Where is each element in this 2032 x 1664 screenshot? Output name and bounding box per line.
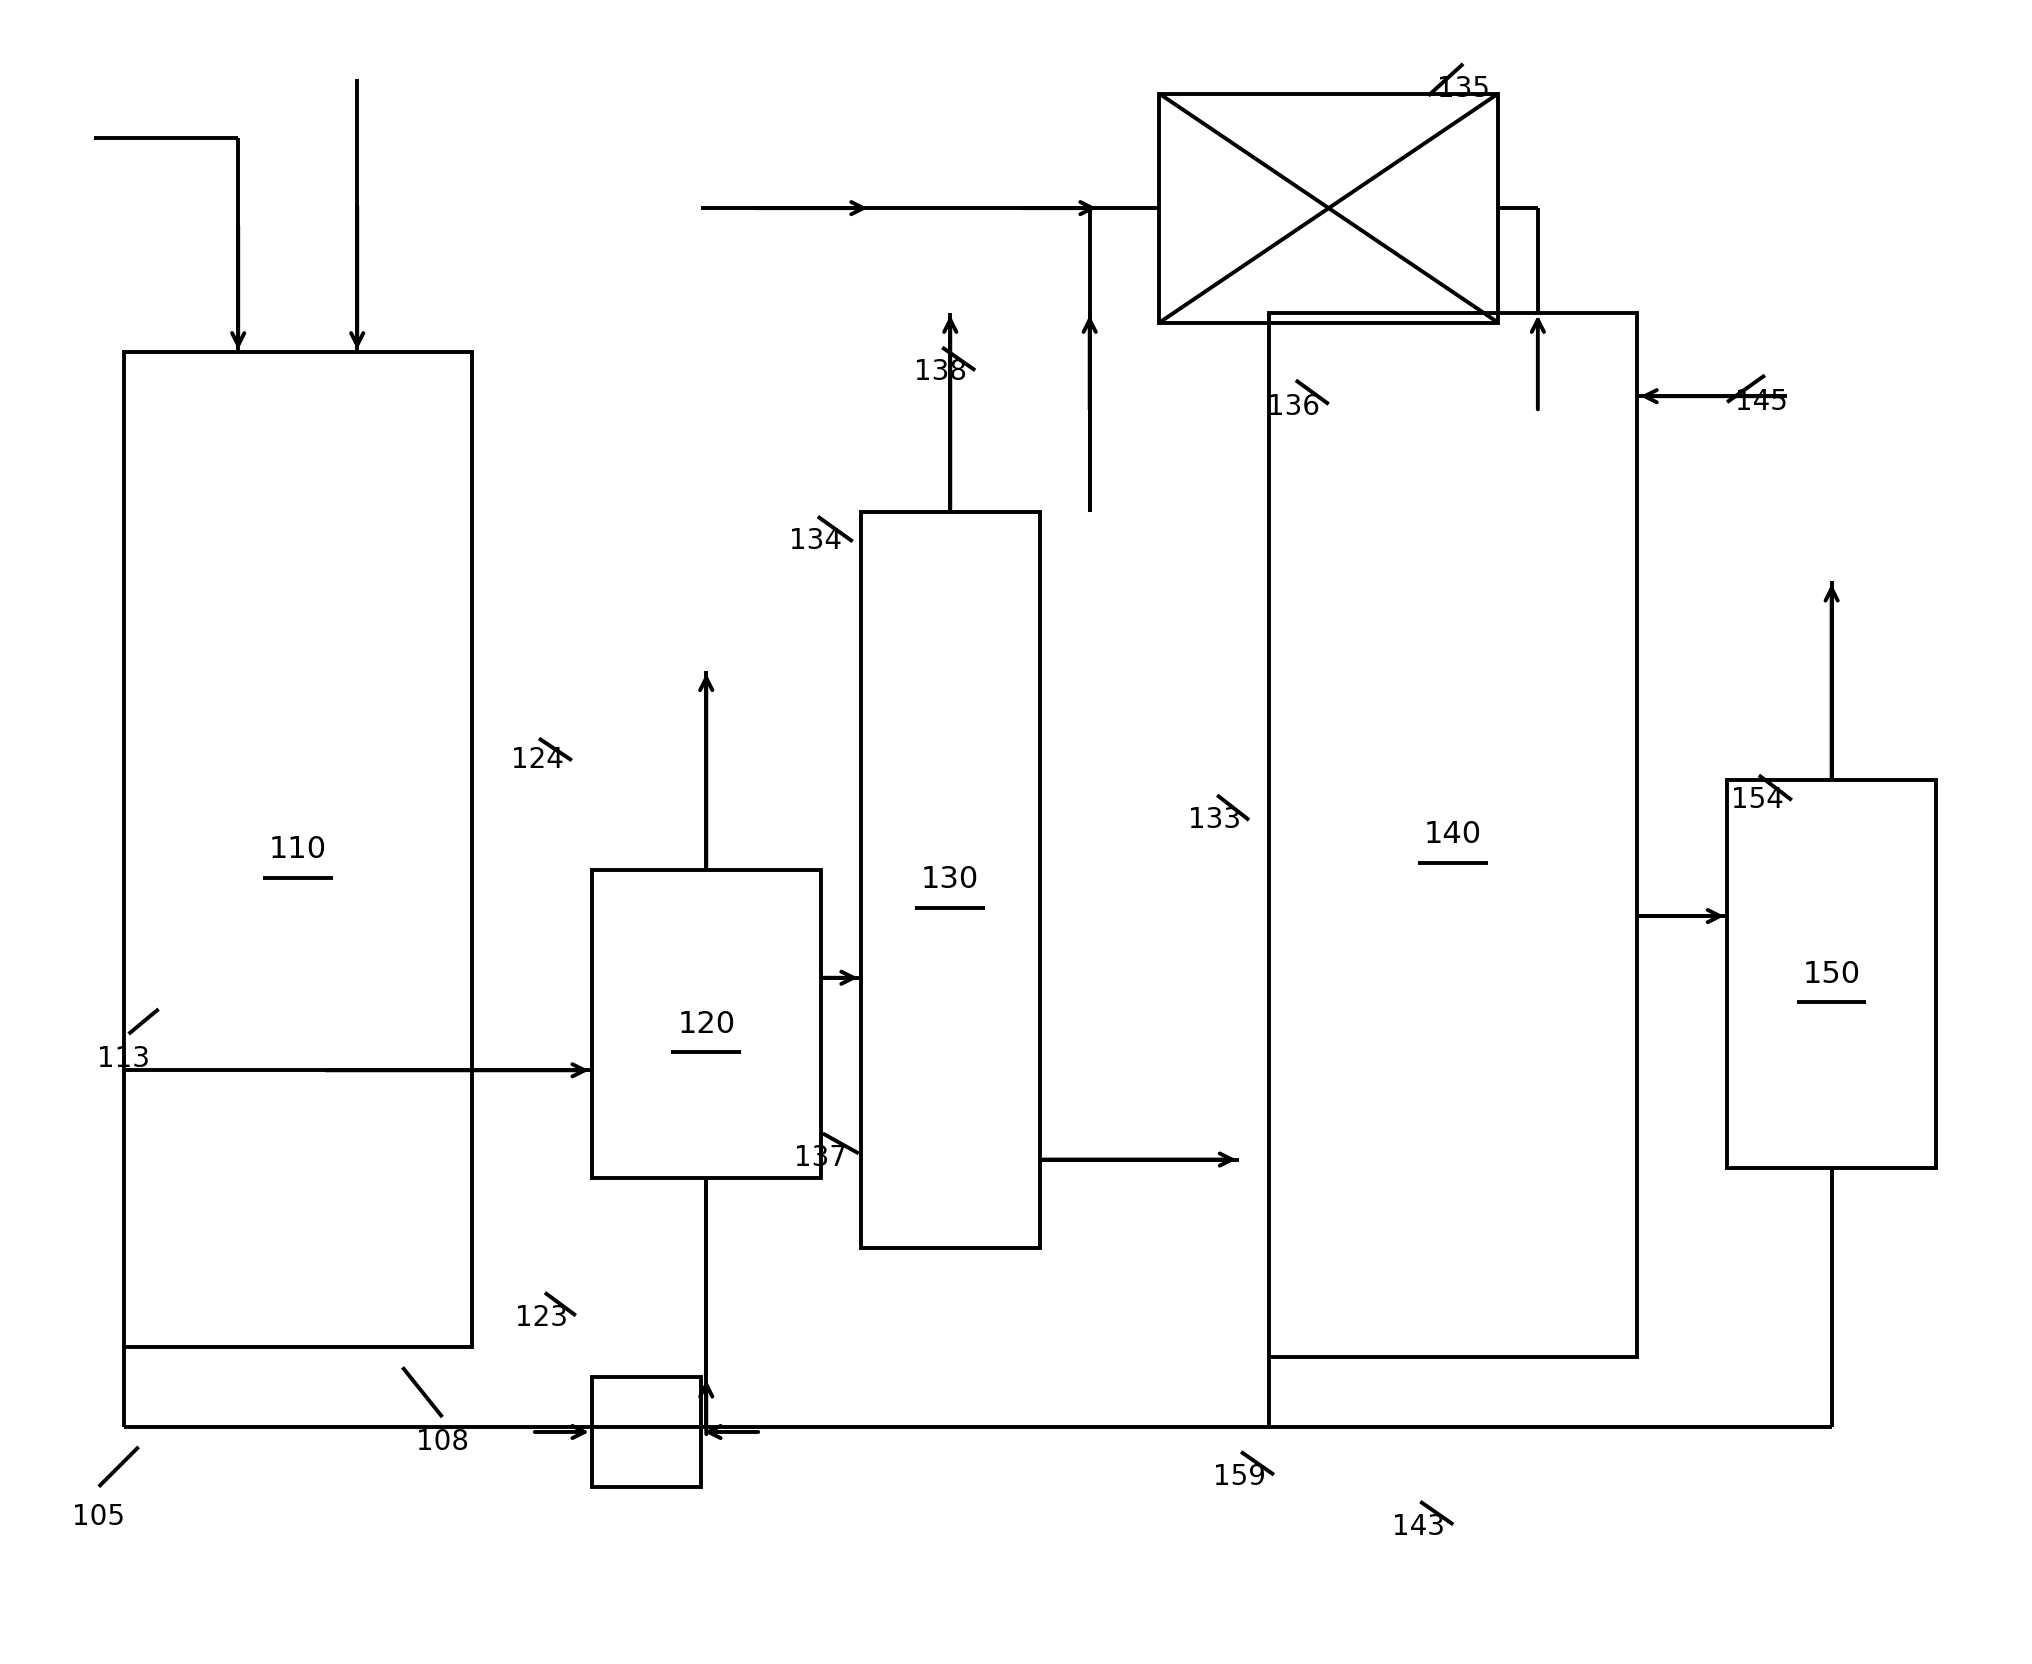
Text: 133: 133 <box>1187 805 1242 834</box>
Text: 130: 130 <box>920 865 979 894</box>
Bar <box>591 1378 701 1486</box>
Text: 145: 145 <box>1735 388 1788 416</box>
Text: 105: 105 <box>73 1503 126 1531</box>
Bar <box>1160 93 1498 323</box>
Text: 154: 154 <box>1731 785 1784 814</box>
Text: 137: 137 <box>795 1145 847 1173</box>
Text: 110: 110 <box>268 835 327 864</box>
Bar <box>1268 313 1638 1358</box>
Text: 134: 134 <box>788 527 843 556</box>
Text: 120: 120 <box>677 1010 736 1038</box>
Text: 136: 136 <box>1268 393 1321 421</box>
Text: 138: 138 <box>914 358 967 386</box>
Bar <box>591 870 821 1178</box>
Text: 150: 150 <box>1802 960 1861 988</box>
Bar <box>124 353 471 1348</box>
Text: 159: 159 <box>1213 1463 1266 1491</box>
Text: 113: 113 <box>98 1045 150 1073</box>
Text: 124: 124 <box>510 747 563 774</box>
Bar <box>1727 780 1936 1168</box>
Text: 123: 123 <box>516 1303 569 1331</box>
Text: 140: 140 <box>1424 820 1481 850</box>
Text: 143: 143 <box>1392 1513 1445 1541</box>
Text: 135: 135 <box>1437 75 1489 103</box>
Bar <box>862 511 1040 1248</box>
Text: 108: 108 <box>417 1428 469 1456</box>
